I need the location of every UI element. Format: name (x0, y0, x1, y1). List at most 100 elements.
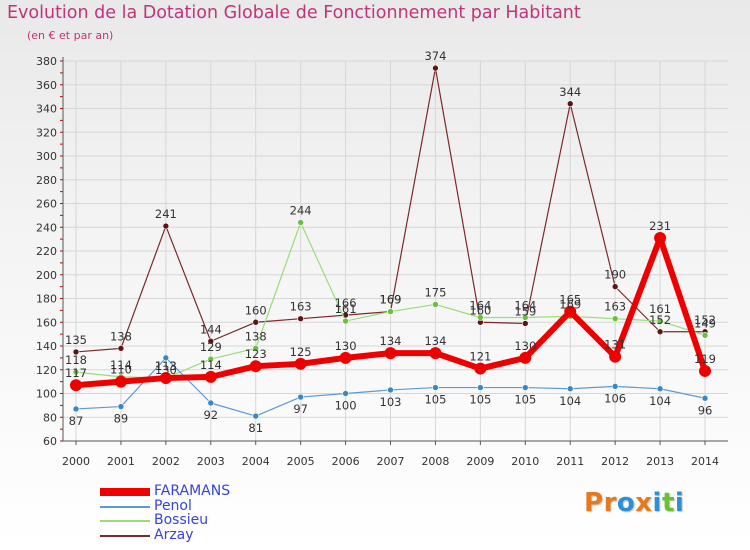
data-label: 241 (155, 207, 177, 221)
data-label: 160 (245, 303, 267, 317)
data-label: 114 (200, 358, 222, 372)
data-point (611, 383, 619, 390)
data-label: 135 (65, 333, 87, 347)
data-point (564, 305, 577, 318)
data-label: 113 (155, 359, 177, 373)
data-point (114, 375, 127, 388)
data-label: 152 (694, 313, 716, 327)
data-point (609, 350, 622, 363)
data-point (297, 219, 304, 226)
legend-label: FARAMANS (154, 483, 231, 499)
data-label: 159 (514, 304, 536, 318)
x-tick-label: 2012 (601, 455, 629, 468)
data-point (204, 370, 217, 383)
data-label: 134 (380, 334, 402, 348)
data-point (521, 314, 529, 321)
data-label: 190 (604, 268, 626, 282)
data-label: 134 (424, 334, 446, 348)
data-point (477, 314, 484, 321)
logo-letter: P (584, 488, 604, 518)
data-label: 117 (65, 366, 87, 380)
data-point (656, 385, 664, 393)
x-tick-label: 2013 (646, 455, 674, 468)
data-label: 169 (559, 297, 581, 311)
data-point (252, 412, 260, 420)
chart-title: Evolution de la Dotation Globale de Fonc… (7, 3, 581, 23)
data-label: 103 (380, 395, 402, 409)
data-point (72, 348, 80, 356)
data-point (699, 364, 712, 377)
data-point (566, 100, 574, 108)
data-label: 125 (290, 345, 312, 359)
data-point (477, 384, 484, 391)
y-tick-label: 380 (36, 55, 57, 68)
data-label: 131 (604, 338, 626, 352)
data-point (387, 386, 394, 394)
data-label: 161 (649, 302, 671, 316)
y-tick-label: 120 (36, 364, 57, 377)
data-label: 374 (424, 49, 446, 63)
data-label: 105 (514, 393, 536, 407)
data-point (297, 315, 304, 322)
logo-letter: x (635, 488, 653, 518)
data-label: 130 (514, 339, 536, 353)
data-label: 175 (424, 285, 446, 299)
y-tick-label: 220 (36, 245, 57, 258)
data-label: 118 (65, 353, 87, 367)
data-label: 144 (200, 322, 222, 336)
data-point (432, 64, 439, 72)
x-tick-label: 2001 (107, 455, 135, 468)
data-label: 163 (604, 300, 626, 314)
data-point (656, 317, 664, 325)
logo-letter: t (661, 488, 675, 518)
data-point (654, 231, 667, 244)
data-label: 149 (694, 316, 716, 330)
data-point (207, 355, 215, 363)
legend-label: Bossieu (154, 512, 209, 528)
data-label: 165 (559, 293, 581, 307)
data-point (611, 315, 619, 322)
data-point (162, 354, 170, 362)
y-tick-label: 180 (36, 293, 57, 306)
data-point (297, 393, 304, 401)
data-label: 121 (469, 350, 491, 364)
data-point (249, 360, 262, 373)
data-point (519, 351, 532, 364)
y-tick-label: 280 (36, 174, 57, 187)
data-label: 89 (114, 412, 129, 426)
logo-letter: i (674, 488, 685, 518)
data-point (701, 332, 709, 339)
x-tick-label: 2003 (197, 455, 225, 468)
data-label: 119 (694, 352, 716, 366)
data-label: 166 (335, 296, 357, 310)
data-label: 138 (245, 329, 267, 343)
data-label: 114 (110, 358, 132, 372)
y-tick-label: 260 (36, 198, 57, 211)
data-point (342, 317, 349, 325)
legend-label: Penol (154, 497, 192, 514)
x-tick-label: 2005 (287, 455, 315, 468)
data-point (521, 320, 529, 327)
x-tick-label: 2010 (511, 455, 539, 468)
data-point (252, 345, 260, 352)
y-tick-label: 200 (36, 269, 57, 282)
data-point (432, 384, 439, 391)
y-tick-label: 60 (43, 435, 57, 448)
data-point (611, 283, 619, 290)
data-label: 104 (559, 394, 581, 408)
legend-label: Arzay (154, 526, 194, 543)
legend-swatch (100, 520, 150, 522)
data-point (656, 328, 664, 336)
line-chart: 60 80 100 120 140 160 180 200 220 240 260 280 300 320… (36, 49, 728, 468)
y-tick-label: 140 (36, 340, 57, 353)
data-label: 231 (649, 219, 671, 233)
data-point (117, 345, 125, 352)
x-tick-label: 2000 (62, 455, 90, 468)
data-label: 96 (698, 403, 713, 417)
legend-swatch (100, 488, 150, 496)
data-label: 81 (248, 421, 263, 435)
y-tick-label: 360 (36, 79, 57, 92)
x-tick-label: 2014 (691, 455, 719, 468)
y-tick-label: 300 (36, 150, 57, 163)
y-tick-label: 100 (36, 388, 57, 401)
